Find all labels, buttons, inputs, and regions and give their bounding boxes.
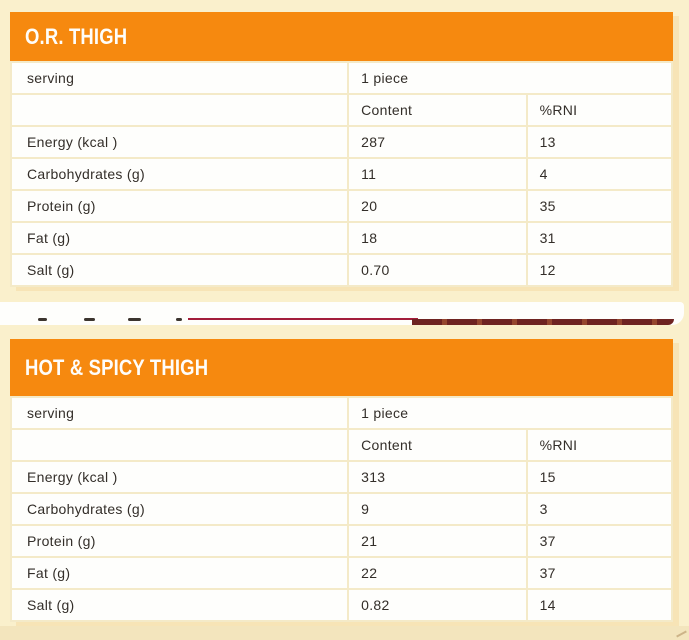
- card-title-bar: HOT & SPICY THIGH: [10, 339, 673, 396]
- row-content: 22: [347, 556, 528, 590]
- row-label: Salt (g): [9, 588, 350, 622]
- table-row-energy: Energy (kcal ) 313 15: [9, 460, 674, 494]
- row-rni: 3: [525, 492, 674, 526]
- text-fragment-speck: [84, 318, 95, 321]
- row-label: Carbohydrates (g): [9, 157, 350, 191]
- text-fragment-speck: [128, 318, 141, 321]
- cropped-content-sliver: [0, 302, 684, 325]
- maroon-rule-bar: [412, 319, 674, 325]
- row-content: 11: [347, 157, 528, 191]
- bottom-margin-strip: [0, 626, 689, 640]
- table-row-fat: Fat (g) 22 37: [9, 556, 674, 590]
- nutrition-table: serving 1 piece Content %RNI Energy (kca…: [9, 396, 674, 622]
- row-rni: 37: [525, 556, 674, 590]
- row-label: Carbohydrates (g): [9, 492, 350, 526]
- text-fragment-speck: [176, 318, 182, 321]
- serving-row: serving 1 piece: [9, 61, 673, 95]
- row-label: Energy (kcal ): [9, 125, 350, 159]
- row-content: 21: [347, 524, 528, 558]
- row-label: Salt (g): [9, 253, 350, 287]
- card-title: O.R. THIGH: [25, 23, 128, 49]
- row-rni: 31: [525, 221, 674, 255]
- rni-column-header: %RNI: [525, 428, 674, 462]
- row-content: 0.82: [347, 588, 528, 622]
- corner-artifact-mark: [676, 630, 687, 638]
- content-column-header: Content: [347, 428, 528, 462]
- text-fragment-speck: [38, 318, 47, 321]
- row-rni: 37: [525, 524, 674, 558]
- table-row-carbohydrates: Carbohydrates (g) 9 3: [9, 492, 674, 526]
- row-rni: 12: [525, 253, 674, 287]
- empty-cell: [9, 93, 350, 127]
- table-row-energy: Energy (kcal ) 287 13: [9, 125, 674, 159]
- column-header-row: Content %RNI: [9, 428, 674, 462]
- row-rni: 15: [525, 460, 674, 494]
- row-label: Protein (g): [9, 524, 350, 558]
- table-row-protein: Protein (g) 21 37: [9, 524, 674, 558]
- nutrition-card-or-thigh: O.R. THIGH serving 1 piece Content %RNI …: [9, 12, 674, 287]
- row-content: 0.70: [347, 253, 528, 287]
- row-content: 313: [347, 460, 528, 494]
- row-content: 9: [347, 492, 528, 526]
- table-row-protein: Protein (g) 20 35: [9, 189, 674, 223]
- row-content: 287: [347, 125, 528, 159]
- serving-row: serving 1 piece: [9, 396, 673, 430]
- card-title: HOT & SPICY THIGH: [25, 354, 209, 380]
- card-title-bar: O.R. THIGH: [10, 12, 673, 61]
- rni-column-header: %RNI: [525, 93, 674, 127]
- row-label: Protein (g): [9, 189, 350, 223]
- nutrition-table: serving 1 piece Content %RNI Energy (kca…: [9, 61, 674, 287]
- content-column-header: Content: [347, 93, 528, 127]
- table-row-salt: Salt (g) 0.82 14: [9, 588, 674, 622]
- row-label: Fat (g): [9, 221, 350, 255]
- row-content: 18: [347, 221, 528, 255]
- row-rni: 35: [525, 189, 674, 223]
- serving-label: serving: [9, 396, 350, 430]
- row-rni: 13: [525, 125, 674, 159]
- serving-label: serving: [9, 61, 350, 95]
- row-content: 20: [347, 189, 528, 223]
- serving-value: 1 piece: [347, 396, 673, 430]
- empty-cell: [9, 428, 350, 462]
- row-label: Energy (kcal ): [9, 460, 350, 494]
- nutrition-card-hot-spicy-thigh: HOT & SPICY THIGH serving 1 piece Conten…: [9, 339, 674, 622]
- row-rni: 14: [525, 588, 674, 622]
- table-row-salt: Salt (g) 0.70 12: [9, 253, 674, 287]
- row-label: Fat (g): [9, 556, 350, 590]
- table-row-carbohydrates: Carbohydrates (g) 11 4: [9, 157, 674, 191]
- column-header-row: Content %RNI: [9, 93, 674, 127]
- row-rni: 4: [525, 157, 674, 191]
- maroon-rule-line: [188, 318, 418, 320]
- table-row-fat: Fat (g) 18 31: [9, 221, 674, 255]
- serving-value: 1 piece: [347, 61, 673, 95]
